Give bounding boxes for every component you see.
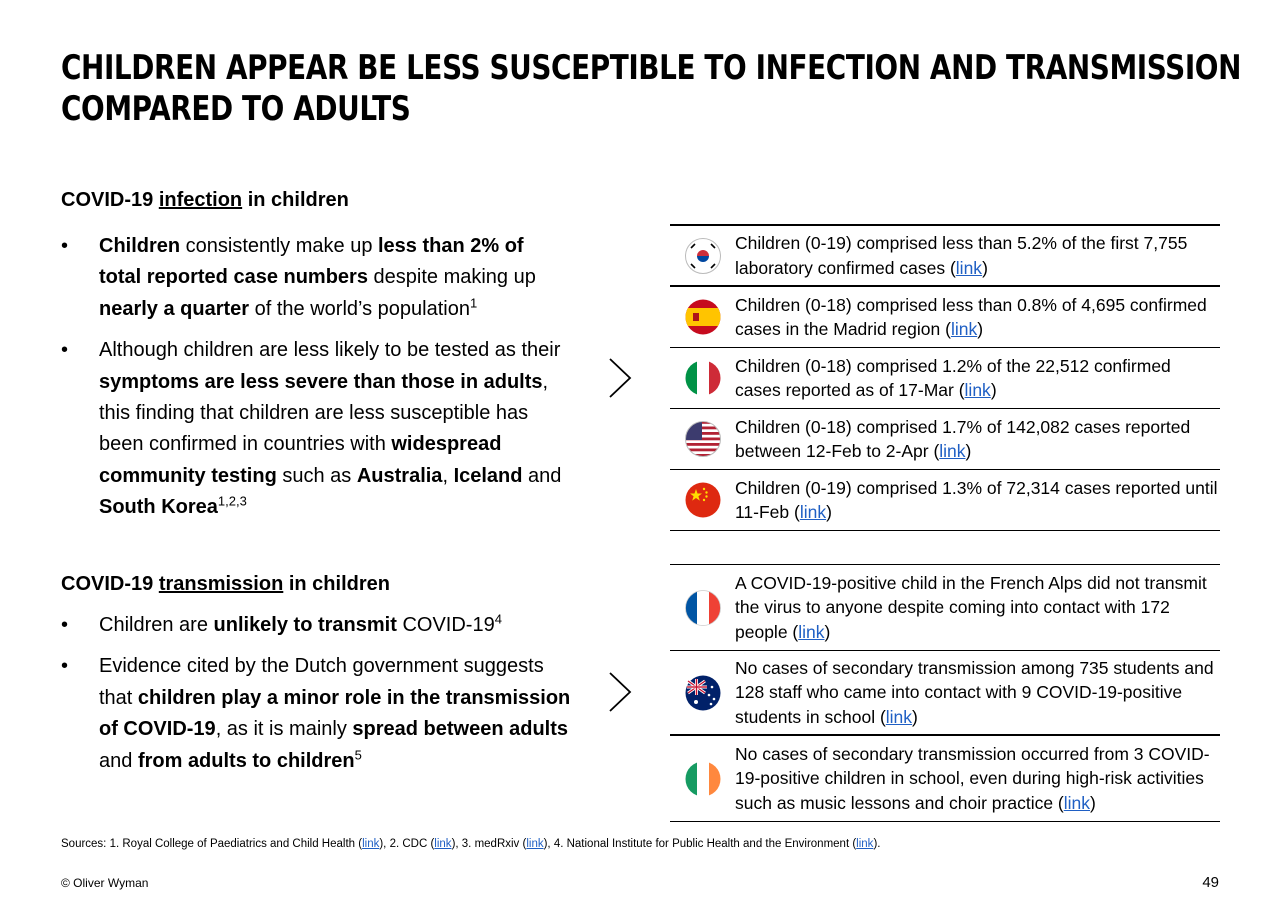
table-row: A COVID-19-positive child in the French … [670, 565, 1220, 651]
chevron-right-icon [609, 358, 632, 398]
row-text: Children (0-18) comprised 1.2% of the 22… [735, 355, 1171, 400]
copyright: © Oliver Wyman [61, 876, 149, 890]
source-link[interactable]: link [950, 319, 978, 339]
page-number: 49 [1202, 874, 1219, 891]
title-line-2: COMPARED TO ADULTS [61, 89, 411, 129]
infection-bullets: • Children consistently make up less tha… [61, 231, 571, 534]
list-item: • Children consistently make up less tha… [61, 235, 536, 320]
table-row: Children (0-18) comprised 1.2% of the 22… [670, 348, 1220, 409]
italy-flag-icon [685, 360, 721, 396]
table-row: No cases of secondary transmission among… [670, 651, 1220, 736]
list-item: • Children are unlikely to transmit COVI… [61, 611, 502, 636]
row-text: Children (0-19) comprised less than 5.2%… [735, 233, 1188, 278]
south-korea-flag-icon [685, 237, 721, 274]
infection-country-table: Children (0-19) comprised less than 5.2%… [670, 224, 1220, 531]
table-row: Children (0-18) comprised less than 0.8%… [670, 287, 1220, 348]
source-link[interactable]: link [885, 706, 913, 727]
row-text: A COVID-19-positive child in the French … [735, 572, 1207, 642]
row-text: No cases of secondary transmission occur… [735, 743, 1210, 813]
source-link[interactable]: link [434, 838, 452, 850]
source-link[interactable]: link [526, 838, 544, 850]
source-link[interactable]: link [799, 502, 827, 522]
table-row: Children (0-18) comprised 1.7% of 142,08… [670, 409, 1220, 470]
source-link[interactable]: link [1063, 792, 1091, 813]
infection-heading: COVID-19 infection in children [61, 189, 349, 211]
table-row: Children (0-19) comprised 1.3% of 72,314… [670, 470, 1220, 531]
list-item: • Although children are less likely to b… [61, 339, 562, 519]
transmission-country-table: A COVID-19-positive child in the French … [670, 564, 1220, 822]
source-link[interactable]: link [964, 380, 991, 400]
chevron-right-icon [609, 672, 632, 712]
source-link[interactable]: link [955, 257, 983, 278]
ireland-flag-icon [685, 761, 721, 796]
list-item: • Evidence cited by the Dutch government… [61, 655, 571, 772]
page-title: CHILDREN APPEAR BE LESS SUSCEPTIBLE TO I… [61, 48, 1242, 130]
transmission-heading: COVID-19 transmission in children [61, 573, 390, 595]
row-text: Children (0-19) comprised 1.3% of 72,314… [735, 477, 1218, 522]
usa-flag-icon [685, 421, 721, 457]
france-flag-icon [685, 589, 721, 626]
title-line-1: CHILDREN APPEAR BE LESS SUSCEPTIBLE TO I… [61, 48, 1242, 88]
table-row: No cases of secondary transmission occur… [670, 736, 1220, 822]
source-link[interactable]: link [798, 621, 825, 642]
source-link[interactable]: link [939, 441, 966, 461]
spain-flag-icon [685, 299, 721, 335]
row-text: No cases of secondary transmission among… [735, 657, 1214, 727]
transmission-bullets: • Children are unlikely to transmit COVI… [61, 610, 571, 787]
sources-footnote: Sources: 1. Royal College of Paediatrics… [61, 838, 881, 850]
row-text: Children (0-18) comprised less than 0.8%… [735, 294, 1207, 339]
source-link[interactable]: link [856, 838, 874, 850]
source-link[interactable]: link [362, 838, 380, 850]
china-flag-icon [685, 482, 721, 518]
table-row: Children (0-19) comprised less than 5.2%… [670, 226, 1220, 287]
australia-flag-icon [685, 675, 721, 710]
row-text: Children (0-18) comprised 1.7% of 142,08… [735, 416, 1191, 461]
